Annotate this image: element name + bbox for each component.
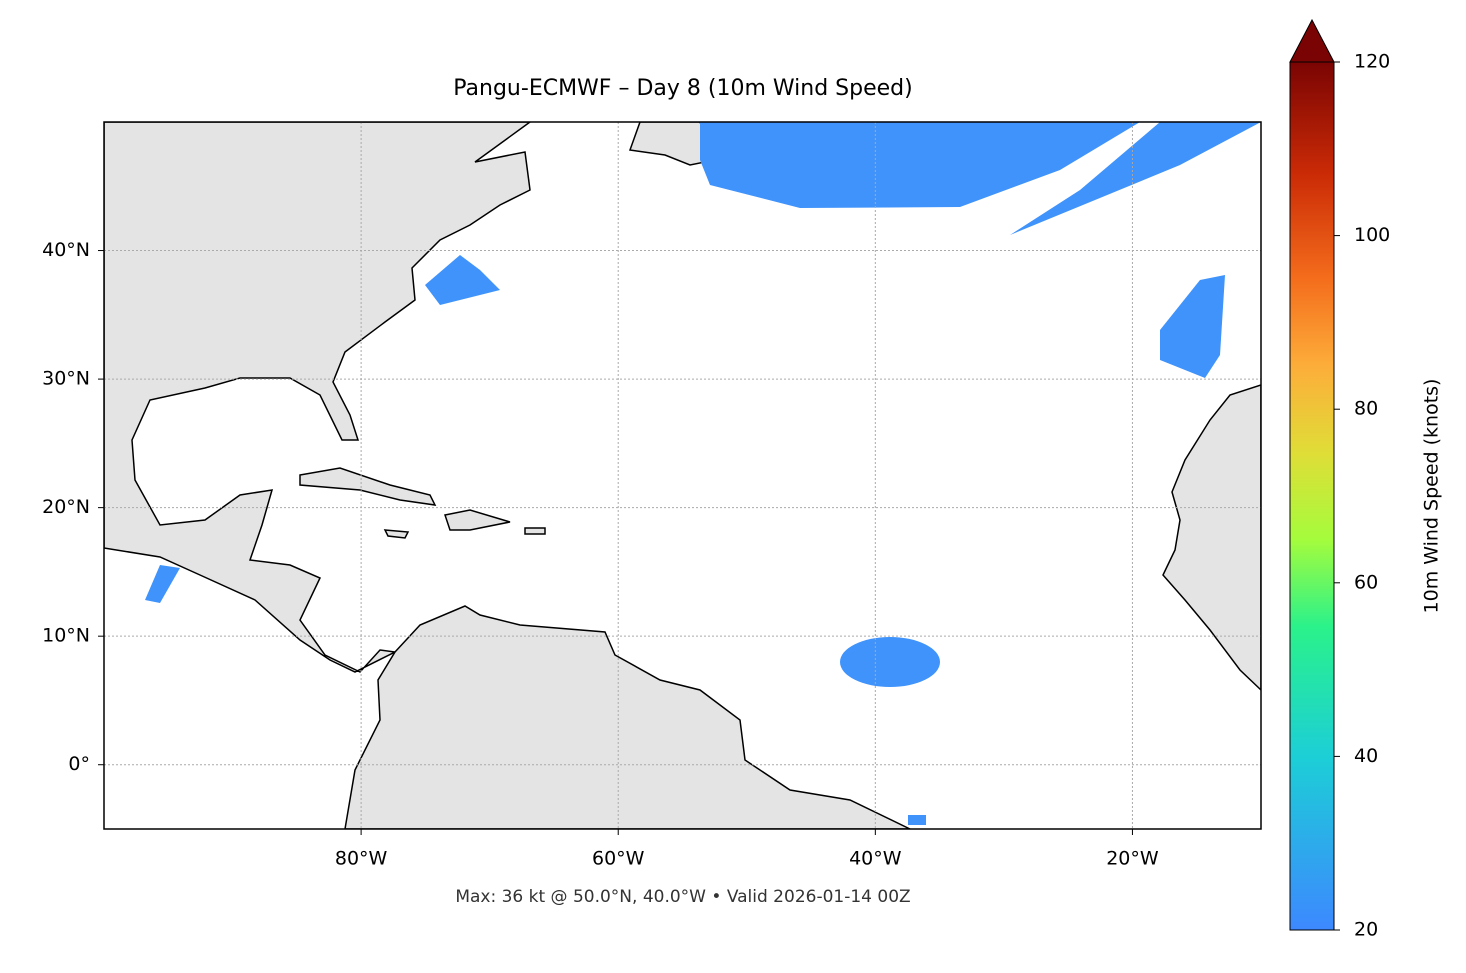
cuba (299, 467, 437, 506)
newfoundland (628, 122, 717, 166)
x-tick-label: 80°W (335, 848, 388, 870)
y-tick-label: 20°N (42, 496, 90, 518)
south-america (344, 605, 911, 829)
hispaniola (444, 509, 511, 531)
wind-patch (145, 565, 180, 603)
x-tick-label: 60°W (592, 848, 645, 870)
colorbar (1289, 61, 1335, 931)
wind-patch (840, 637, 940, 687)
colorbar-tick-label: 120 (1354, 51, 1390, 73)
colorbar-label: 10m Wind Speed (knots) (1421, 379, 1443, 614)
jamaica (383, 529, 410, 539)
map-area (104, 122, 1261, 829)
x-tick-label: 40°W (849, 848, 902, 870)
x-tick-label: 20°W (1106, 848, 1159, 870)
colorbar-tick-label: 100 (1354, 224, 1390, 246)
y-tick-label: 10°N (42, 625, 90, 647)
puerto-rico (524, 527, 546, 535)
wind-patch (425, 255, 500, 305)
chart-title: Pangu-ECMWF – Day 8 (10m Wind Speed) (453, 76, 912, 101)
wind-patch (1160, 275, 1225, 378)
wind-band (700, 122, 1140, 208)
y-tick-label: 40°N (42, 239, 90, 261)
colorbar-tick-label: 60 (1354, 571, 1378, 593)
y-tick-label: 30°N (42, 368, 90, 390)
map-frame (103, 121, 1262, 830)
colorbar-tick-label: 40 (1354, 745, 1378, 767)
north-america (104, 122, 532, 673)
africa (1162, 384, 1261, 692)
wind-patch (908, 815, 926, 825)
colorbar-tick-label: 80 (1354, 398, 1378, 420)
y-tick-label: 0° (68, 753, 90, 775)
colorbar-extend (1289, 18, 1335, 63)
annotation: Max: 36 kt @ 50.0°N, 40.0°W • Valid 2026… (455, 887, 910, 907)
wind-band (1010, 122, 1261, 235)
colorbar-tick-label: 20 (1354, 919, 1378, 941)
